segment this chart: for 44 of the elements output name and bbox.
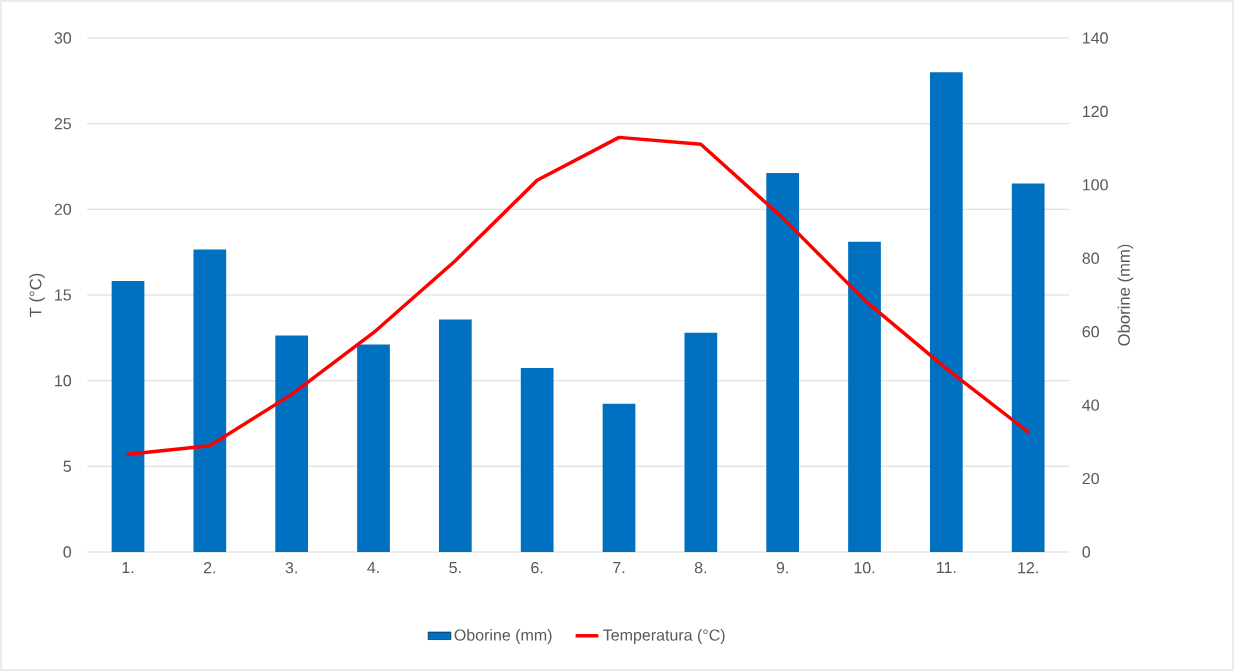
x-tick-label: 5. bbox=[449, 562, 461, 574]
x-tick-label: 11. bbox=[937, 562, 956, 574]
bar bbox=[602, 403, 636, 552]
x-tick-label: 7. bbox=[613, 562, 625, 574]
x-tick-label: 4. bbox=[367, 562, 379, 574]
legend-label: Temperatura (°C) bbox=[603, 628, 725, 644]
y-tick-label: 10 bbox=[55, 375, 72, 387]
bar bbox=[357, 344, 390, 552]
y-tick-label: 25 bbox=[54, 118, 72, 130]
y2-tick-label: 100 bbox=[1083, 179, 1108, 191]
x-tick-label: 3. bbox=[285, 562, 297, 574]
y2-tick-label: 60 bbox=[1082, 326, 1099, 338]
bar bbox=[684, 332, 718, 552]
y2-tick-label: 20 bbox=[1082, 472, 1099, 485]
bar bbox=[929, 72, 963, 552]
legend-label: Oborine (mm) bbox=[454, 628, 552, 644]
x-tick-label: 10. bbox=[854, 562, 875, 574]
line-series bbox=[126, 135, 1030, 457]
y-tick-label: 0 bbox=[63, 546, 72, 558]
x-tick-label: 1. bbox=[122, 562, 134, 574]
y2-tick-label: 40 bbox=[1082, 399, 1099, 411]
y-tick-label: 15 bbox=[55, 289, 72, 301]
y2-axis-title: Oborine (mm) bbox=[1117, 244, 1134, 346]
y2-tick-label: 80 bbox=[1082, 252, 1099, 264]
x-tick-label: 2. bbox=[203, 562, 216, 574]
bar bbox=[193, 249, 227, 552]
bar bbox=[520, 368, 554, 552]
y-tick-label: 20 bbox=[54, 203, 72, 215]
x-tick-label: 12. bbox=[1018, 562, 1038, 574]
bar bbox=[1011, 183, 1045, 552]
bar bbox=[275, 335, 309, 552]
y-axis-title: T (°C) bbox=[29, 273, 45, 317]
x-tick-label: 6. bbox=[531, 562, 543, 574]
x-tick-label: 9. bbox=[776, 562, 788, 574]
y-tick-label: 30 bbox=[54, 32, 72, 44]
bar bbox=[766, 173, 800, 552]
bar bbox=[111, 281, 145, 552]
x-tick-label: 8. bbox=[694, 562, 707, 574]
y-tick-label: 5 bbox=[63, 460, 72, 472]
bar bbox=[438, 319, 472, 552]
bar bbox=[848, 241, 881, 552]
y2-tick-label: 120 bbox=[1083, 105, 1108, 118]
y2-tick-label: 140 bbox=[1083, 32, 1108, 44]
y2-tick-label: 0 bbox=[1082, 546, 1091, 558]
